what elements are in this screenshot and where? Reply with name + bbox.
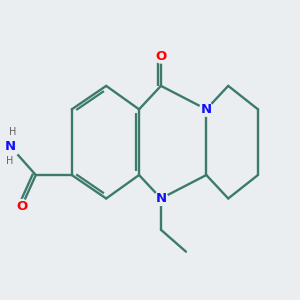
Circle shape (154, 192, 168, 206)
Circle shape (154, 49, 168, 63)
Circle shape (15, 200, 28, 213)
Text: N: N (5, 140, 16, 153)
Text: N: N (201, 103, 212, 116)
Circle shape (2, 137, 20, 156)
Text: H: H (5, 156, 13, 166)
Text: N: N (155, 192, 167, 205)
Text: H: H (9, 128, 16, 137)
Text: O: O (155, 50, 167, 63)
Text: O: O (16, 200, 27, 213)
Circle shape (200, 102, 213, 116)
